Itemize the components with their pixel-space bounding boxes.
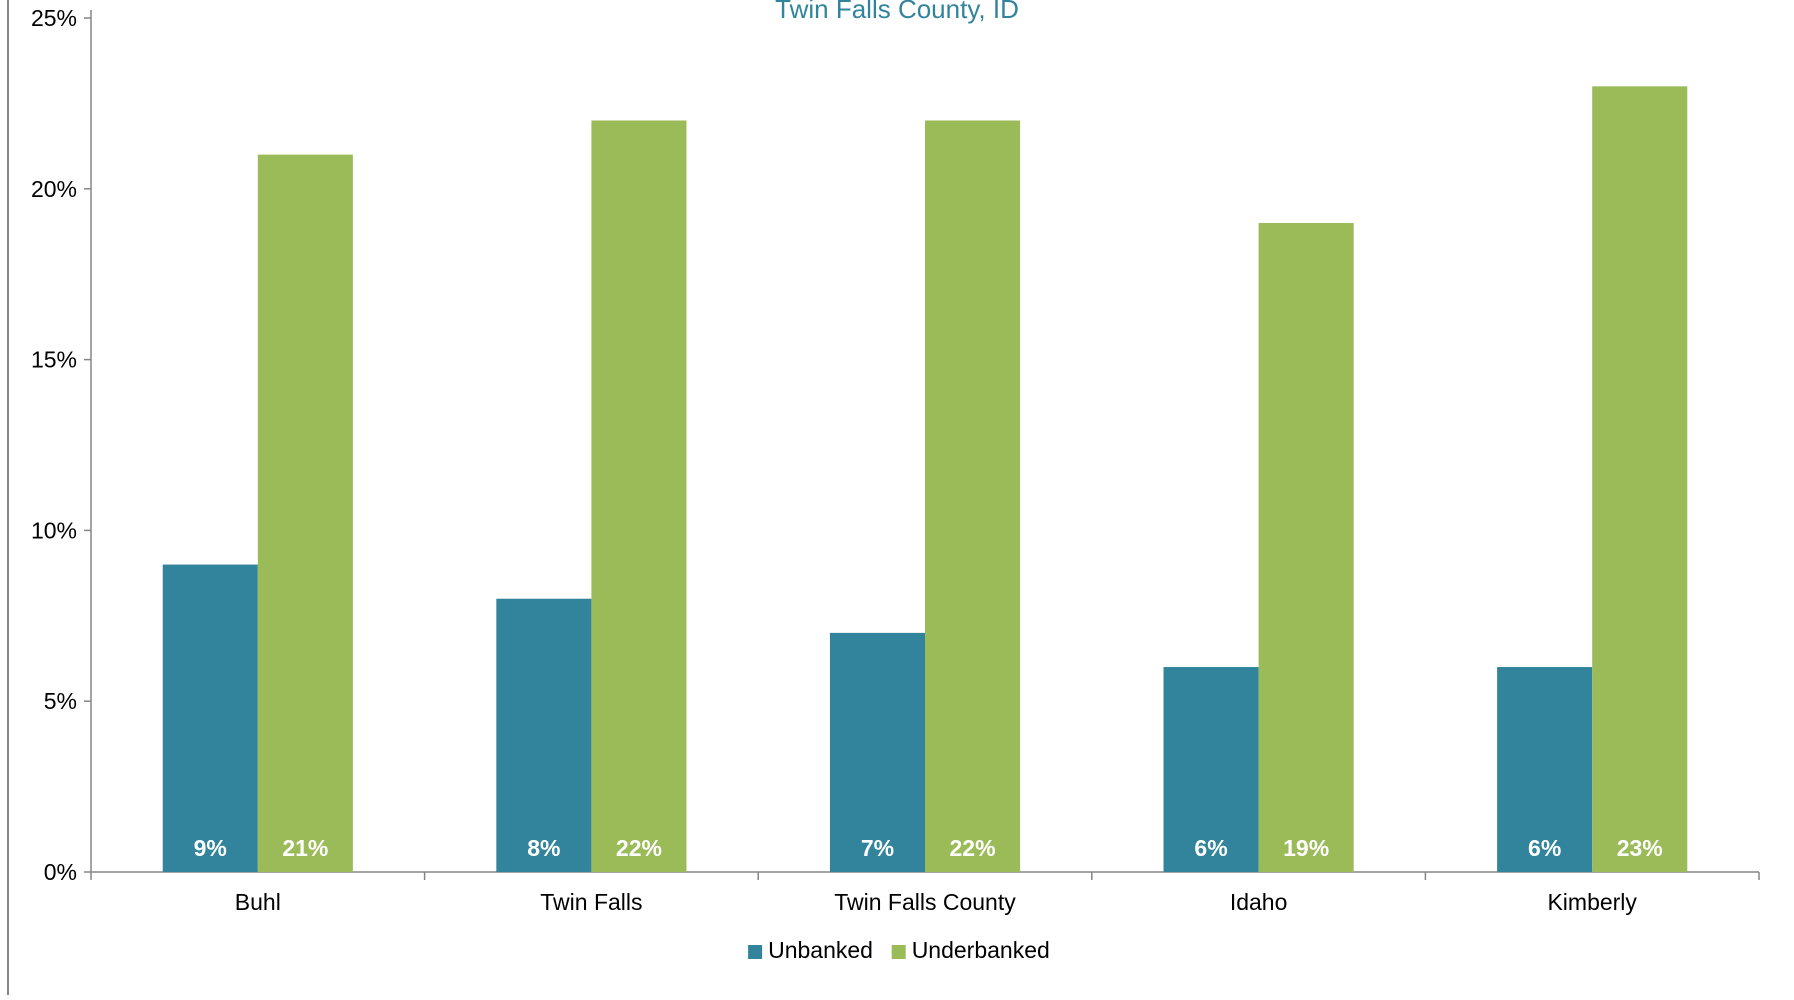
data-label: 6% xyxy=(1528,835,1561,861)
bar-underbanked xyxy=(925,120,1021,873)
x-axis: Buhl Twin Falls Twin Falls County Idaho Kimb… xyxy=(90,871,1760,915)
data-label: 22% xyxy=(950,835,996,861)
y-tick-label: 25% xyxy=(31,5,77,31)
bar-underbanked xyxy=(591,120,687,873)
legend-swatch-unbanked xyxy=(748,945,763,959)
bar-underbanked xyxy=(1592,86,1688,872)
data-label: 7% xyxy=(861,835,894,861)
data-label: 21% xyxy=(282,835,328,861)
y-tick-label: 20% xyxy=(31,176,77,202)
data-label: 6% xyxy=(1194,835,1227,861)
legend-label: Underbanked xyxy=(912,937,1050,963)
data-label: 19% xyxy=(1283,835,1329,861)
legend-swatch-underbanked xyxy=(891,945,906,959)
category-label: Twin Falls xyxy=(540,889,642,915)
data-label: 9% xyxy=(194,835,227,861)
y-tick-label: 0% xyxy=(44,859,77,885)
bar-unbanked xyxy=(829,632,925,872)
category-label: Idaho xyxy=(1230,889,1288,915)
bar-underbanked xyxy=(1258,222,1354,872)
data-label: 23% xyxy=(1617,835,1663,861)
bar-unbanked xyxy=(496,598,592,872)
data-label: 22% xyxy=(616,835,662,861)
y-axis: 0% 5% 10% 15% 20% 25% xyxy=(31,5,92,885)
category-label: Twin Falls County xyxy=(834,889,1016,915)
y-tick-label: 10% xyxy=(31,517,77,543)
category-label: Buhl xyxy=(235,889,281,915)
bar-underbanked xyxy=(257,154,353,872)
y-tick-label: 5% xyxy=(44,688,77,714)
bar-unbanked xyxy=(162,564,258,872)
chart-title: Twin Falls County, ID xyxy=(775,0,1019,24)
data-label: 8% xyxy=(527,835,560,861)
legend: Unbanked Underbanked xyxy=(748,937,1050,963)
category-label: Kimberly xyxy=(1547,889,1637,915)
y-tick-label: 15% xyxy=(31,347,77,373)
legend-label: Unbanked xyxy=(768,937,873,963)
bar-unbanked xyxy=(1497,667,1593,872)
bars-group: 9% 21% 8% 22% 7% 22% 6% 19% 6% 23% xyxy=(162,86,1688,873)
bar-unbanked xyxy=(1163,667,1259,872)
